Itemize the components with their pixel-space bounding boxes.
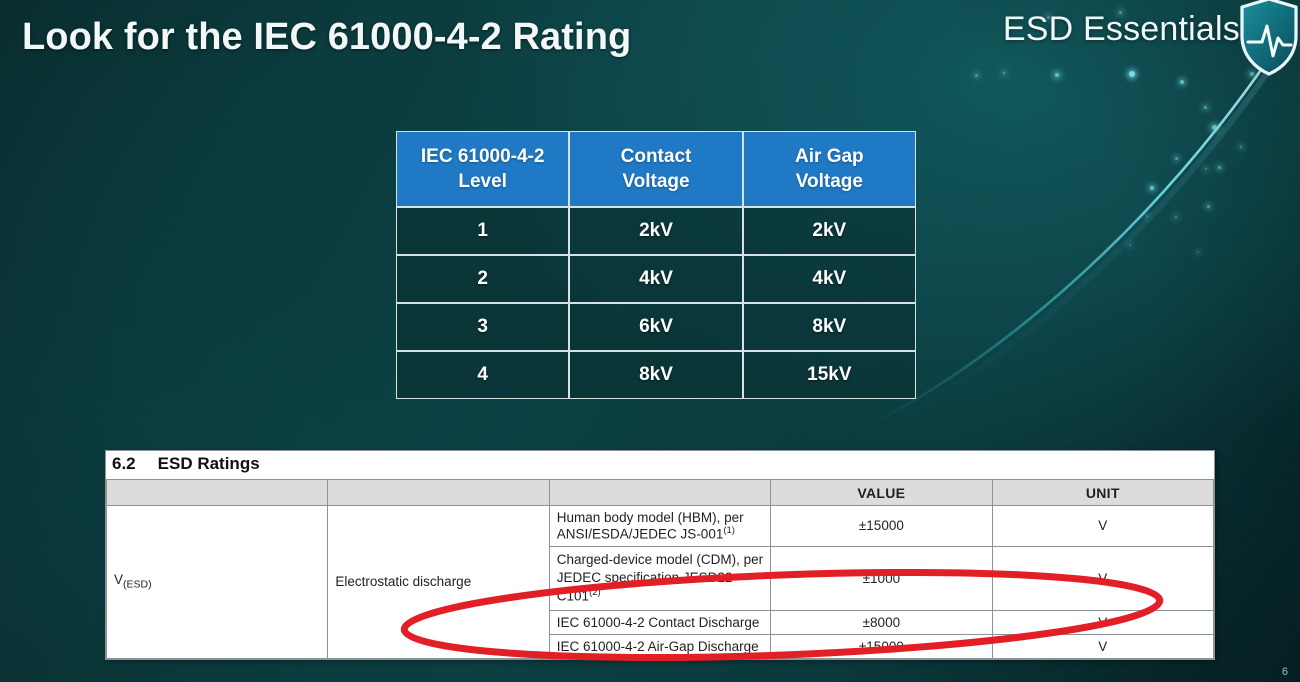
particle <box>1003 72 1005 74</box>
cell-parameter: Electrostatic discharge <box>327 505 550 659</box>
cell-condition: Human body model (HBM), per ANSI/ESDA/JE… <box>548 505 772 547</box>
particle <box>1129 244 1131 246</box>
table-header-row: IEC 61000-4-2 Level Contact Voltage Air … <box>396 131 916 208</box>
column-header-parameter <box>327 479 550 506</box>
particle <box>1218 166 1221 169</box>
table-row: 3 6kV 8kV <box>396 303 916 352</box>
cell-value: ±15000 <box>770 505 993 547</box>
cell-unit: V <box>991 545 1215 611</box>
footnote-marker: (2) <box>589 586 601 598</box>
symbol-subscript: (ESD) <box>123 579 152 592</box>
cell-value: ±1000 <box>770 545 993 611</box>
cell-condition: IEC 61000-4-2 Air-Gap Discharge <box>548 633 772 659</box>
cell-contact: 8kV <box>569 351 743 400</box>
cell-symbol: V(ESD) <box>105 505 329 659</box>
particle <box>1205 168 1207 170</box>
particle <box>1212 125 1217 130</box>
cell-value: ±15000 <box>770 633 993 659</box>
cell-level: 1 <box>396 207 570 256</box>
cell-unit: V <box>991 609 1215 635</box>
particle <box>1207 205 1210 208</box>
cell-condition: IEC 61000-4-2 Contact Discharge <box>548 609 772 635</box>
cell-contact: 2kV <box>569 207 743 256</box>
cell-contact: 6kV <box>569 303 743 352</box>
datasheet-section-heading: 6.2 ESD Ratings <box>106 451 1214 479</box>
particle <box>1204 106 1207 109</box>
page-title: Look for the IEC 61000-4-2 Rating <box>22 16 632 58</box>
particle <box>1055 73 1059 77</box>
section-title: ESD Ratings <box>157 454 260 473</box>
esd-ratings-table: VALUE UNIT V(ESD) Electrostatic discharg… <box>105 479 1215 659</box>
column-header-condition <box>548 479 772 506</box>
cell-contact: 4kV <box>569 255 743 304</box>
particle <box>1197 251 1199 253</box>
cell-airgap: 4kV <box>742 255 916 304</box>
column-header-value: VALUE <box>770 479 993 506</box>
table-row: 1 2kV 2kV <box>396 207 916 256</box>
cell-airgap: 8kV <box>742 303 916 352</box>
particle <box>1129 71 1135 77</box>
particle <box>975 74 978 77</box>
column-header-air-gap-voltage: Air Gap Voltage <box>742 131 916 208</box>
particle <box>1150 186 1154 190</box>
column-header-symbol <box>105 479 329 506</box>
cell-level: 3 <box>396 303 570 352</box>
particle <box>1175 157 1178 160</box>
column-header-contact-voltage: Contact Voltage <box>569 131 743 208</box>
page-number: 6 <box>1281 666 1288 678</box>
cell-unit: V <box>991 505 1215 547</box>
column-header-level: IEC 61000-4-2 Level <box>396 131 570 208</box>
particle <box>1146 215 1148 217</box>
cell-condition: Charged-device model (CDM), per JEDEC sp… <box>548 545 772 611</box>
cell-level: 4 <box>396 351 570 400</box>
footnote-marker: (1) <box>723 525 735 536</box>
cell-unit: V <box>991 633 1215 659</box>
brand-lockup: ESD Essentials <box>1003 10 1240 49</box>
particle <box>1240 146 1242 148</box>
cell-airgap: 15kV <box>742 351 916 400</box>
iec-level-table: IEC 61000-4-2 Level Contact Voltage Air … <box>396 131 916 400</box>
cell-airgap: 2kV <box>742 207 916 256</box>
table-header-row: VALUE UNIT <box>105 479 1215 506</box>
particle <box>1175 216 1177 218</box>
brand-name: ESD Essentials <box>1002 10 1240 48</box>
table-row: V(ESD) Electrostatic discharge Human bod… <box>105 505 1215 659</box>
particle <box>1180 80 1184 84</box>
section-number: 6.2 <box>112 454 136 473</box>
cell-value: ±8000 <box>770 609 993 635</box>
datasheet-excerpt: 6.2 ESD Ratings VALUE UNIT V(ESD) Elect <box>105 450 1215 660</box>
cell-level: 2 <box>396 255 570 304</box>
column-header-unit: UNIT <box>991 479 1215 506</box>
shield-heartbeat-icon <box>1240 0 1298 76</box>
table-row: 4 8kV 15kV <box>396 351 916 400</box>
table-row: 2 4kV 4kV <box>396 255 916 304</box>
